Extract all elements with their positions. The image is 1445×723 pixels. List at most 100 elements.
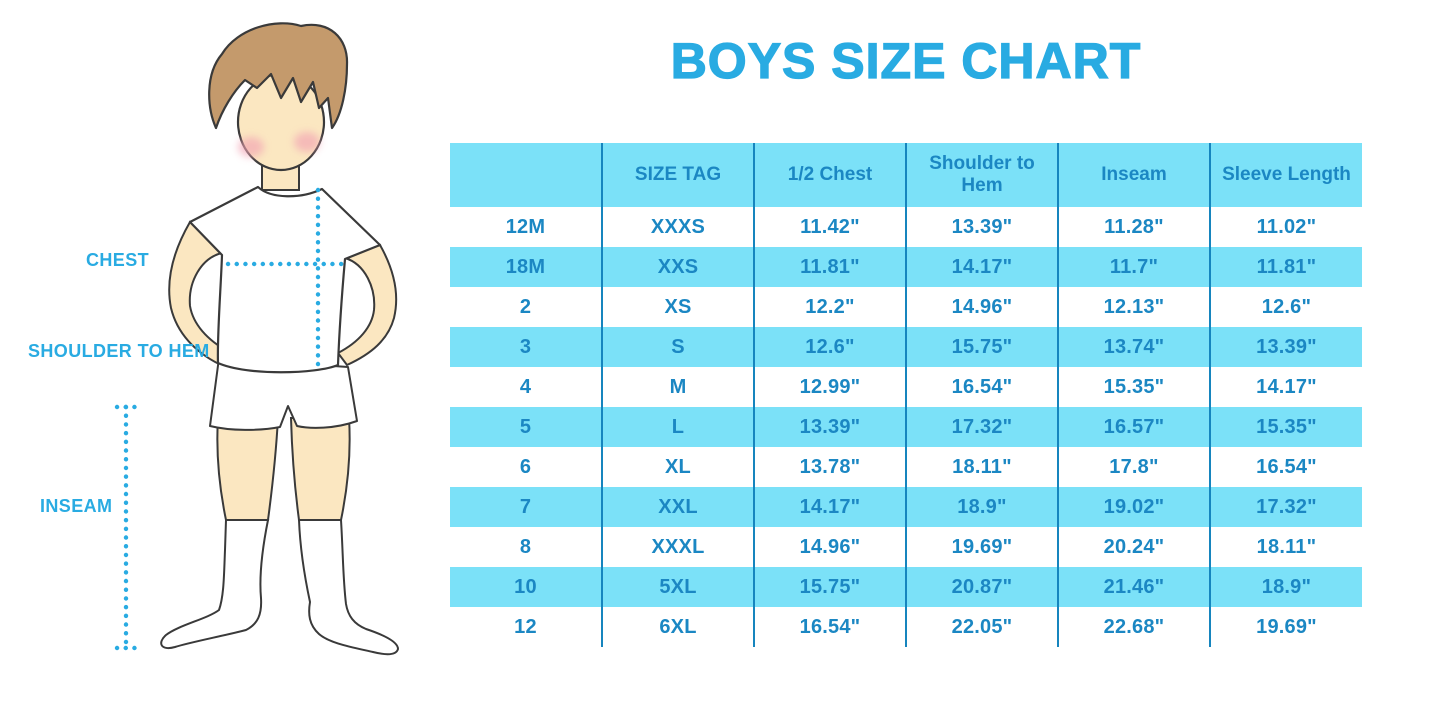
measurement-cell: 16.54" xyxy=(905,367,1058,407)
boy-tshirt xyxy=(188,185,382,374)
measurement-cell: 14.17" xyxy=(753,487,906,527)
left-sock xyxy=(160,519,270,649)
measurement-cell: 18.11" xyxy=(1209,527,1362,567)
measurement-cell: 18.11" xyxy=(905,447,1058,487)
left-thigh xyxy=(216,417,280,521)
column-header xyxy=(450,143,602,207)
chest-label: CHEST xyxy=(86,250,150,270)
table-row: 12 6XL 16.54" 22.05" 22.68" 19.69" xyxy=(450,607,1362,647)
measurement-cell: 13.78" xyxy=(753,447,906,487)
table-row: 12M XXXS 11.42" 13.39" 11.28" 11.02" xyxy=(450,207,1362,247)
measurement-cell: 15.75" xyxy=(905,327,1058,367)
boy-figure-graphic xyxy=(114,22,400,656)
left-cheek xyxy=(238,137,264,157)
measurement-cell: 13.39" xyxy=(753,407,906,447)
measurement-cell: 17.32" xyxy=(905,407,1058,447)
measurement-cell: 19.69" xyxy=(905,527,1058,567)
measurement-cell: 15.35" xyxy=(1057,367,1210,407)
column-header: 1/2 Chest xyxy=(753,143,906,207)
header-row: SIZE TAG 1/2 Chest Shoulder to Hem Inseam Sl… xyxy=(450,143,1362,207)
measurement-cell: 16.54" xyxy=(753,607,906,647)
measurement-cell: 14.96" xyxy=(753,527,906,567)
measurement-cell: 12.13" xyxy=(1057,287,1210,327)
measurement-cell: 14.17" xyxy=(1209,367,1362,407)
size-cell: 18M xyxy=(450,247,602,287)
measurement-cell: 6XL xyxy=(601,607,754,647)
measurement-cell: 11.28" xyxy=(1057,207,1210,247)
table-row: 8 XXXL 14.96" 19.69" 20.24" 18.11" xyxy=(450,527,1362,567)
size-cell: 2 xyxy=(519,295,532,318)
measurement-cell: 13.74" xyxy=(1057,327,1210,367)
table-row: 3 S 12.6" 15.75" 13.74" 13.39" xyxy=(450,327,1362,367)
measurement-cell: XL xyxy=(601,447,754,487)
page-title: BOYS SIZE CHART xyxy=(670,32,1142,89)
measurement-cell: 12.2" xyxy=(753,287,906,327)
measurement-cell: 11.02" xyxy=(1209,207,1362,247)
measurement-cell: 16.54" xyxy=(1209,447,1362,487)
size-cell: 5 xyxy=(450,407,602,447)
measurement-cell: 18.9" xyxy=(905,487,1058,527)
table-row: 4 M 12.99" 16.54" 15.35" 14.17" xyxy=(450,367,1362,407)
measurement-cell: S xyxy=(601,327,754,367)
measurement-cell: 13.39" xyxy=(905,207,1058,247)
boy-illustration xyxy=(95,18,415,668)
boy-hair xyxy=(208,22,349,130)
table-row: 10 5XL 15.75" 20.87" 21.46" 18.9" xyxy=(450,567,1362,607)
measurement-cell: 17.8" xyxy=(1057,447,1210,487)
size-table: SIZE TAG 1/2 Chest Shoulder to Hem Inseam Sl… xyxy=(450,143,1362,647)
measurement-cell: M xyxy=(601,367,754,407)
measurement-cell: XXS xyxy=(601,247,754,287)
right-arm xyxy=(336,243,398,367)
boy-shorts xyxy=(209,357,358,431)
measurement-cell: 11.81" xyxy=(1209,247,1362,287)
measurement-cell: 5XL xyxy=(601,567,754,607)
measurement-cell: 13.39" xyxy=(1209,327,1362,367)
inseam-label: INSEAM xyxy=(40,496,113,516)
size-cell: 4 xyxy=(519,375,532,398)
shoulder-to-hem-label: SHOULDER TO HEM xyxy=(28,341,210,361)
size-cell: 8 xyxy=(519,535,532,558)
measurement-cell: 19.02" xyxy=(1057,487,1210,527)
measurement-cell: 21.46" xyxy=(1057,567,1210,607)
measurement-cell: XS xyxy=(601,287,754,327)
right-sock xyxy=(297,519,400,656)
measurement-cell: 14.96" xyxy=(905,287,1058,327)
size-cell: 3 xyxy=(450,327,602,367)
column-header: SIZE TAG xyxy=(601,143,754,207)
column-header: Sleeve Length xyxy=(1209,143,1362,207)
measurement-cell: 17.32" xyxy=(1209,487,1362,527)
measurement-cell: 18.9" xyxy=(1209,567,1362,607)
measurement-cell: L xyxy=(601,407,754,447)
size-cell: 12 xyxy=(514,615,537,638)
measurement-cell: 15.75" xyxy=(753,567,906,607)
table-row: 18M XXS 11.81" 14.17" 11.7" 11.81" xyxy=(450,247,1362,287)
measurement-cell: XXL xyxy=(601,487,754,527)
table-row: 7 XXL 14.17" 18.9" 19.02" 17.32" xyxy=(450,487,1362,527)
size-table-head: SIZE TAG 1/2 Chest Shoulder to Hem Inseam Sl… xyxy=(450,143,1362,207)
measurement-cell: 15.35" xyxy=(1209,407,1362,447)
size-cell: 12M xyxy=(505,215,546,238)
measurement-cell: 14.17" xyxy=(905,247,1058,287)
right-cheek xyxy=(294,132,320,152)
measurement-cell: 11.81" xyxy=(753,247,906,287)
measurement-cell: 12.6" xyxy=(1209,287,1362,327)
size-cell: 6 xyxy=(519,455,532,478)
measurement-cell: 12.6" xyxy=(753,327,906,367)
table-row: 6 XL 13.78" 18.11" 17.8" 16.54" xyxy=(450,447,1362,487)
measurement-cell: 11.42" xyxy=(753,207,906,247)
column-header: Inseam xyxy=(1057,143,1210,207)
measurement-cell: 20.87" xyxy=(905,567,1058,607)
table-row: 5 L 13.39" 17.32" 16.57" 15.35" xyxy=(450,407,1362,447)
measurement-cell: XXXS xyxy=(601,207,754,247)
measurement-cell: 20.24" xyxy=(1057,527,1210,567)
measurement-cell: 12.99" xyxy=(753,367,906,407)
size-cell: 7 xyxy=(450,487,602,527)
measurement-cell: 22.68" xyxy=(1057,607,1210,647)
table-row: 2 XS 12.2" 14.96" 12.13" 12.6" xyxy=(450,287,1362,327)
column-header: Shoulder to Hem xyxy=(905,143,1058,207)
measurement-cell: 11.7" xyxy=(1057,247,1210,287)
measurement-cell: 22.05" xyxy=(905,607,1058,647)
right-thigh xyxy=(289,417,351,521)
measurement-cell: XXXL xyxy=(601,527,754,567)
